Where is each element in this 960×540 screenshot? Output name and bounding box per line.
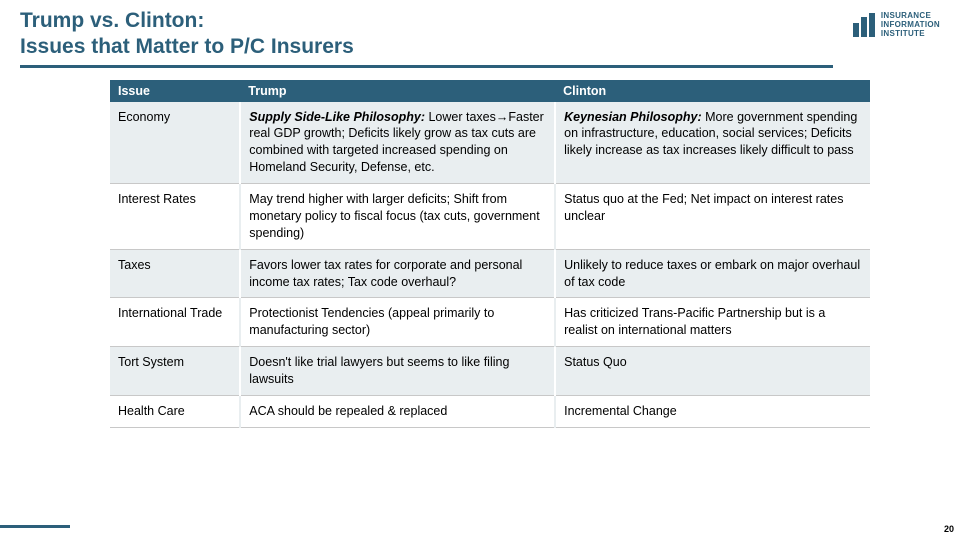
clinton-body: Status quo at the Fed; Net impact on int…	[564, 192, 843, 223]
cell-issue: Interest Rates	[110, 184, 240, 250]
page-number: 20	[944, 524, 954, 534]
comparison-table: Issue Trump Clinton EconomySupply Side-L…	[110, 80, 870, 428]
clinton-lead: Keynesian Philosophy:	[564, 110, 702, 124]
footer-accent-bar	[0, 525, 70, 528]
cell-clinton: Status quo at the Fed; Net impact on int…	[555, 184, 870, 250]
cell-issue: Economy	[110, 102, 240, 184]
table-body: EconomySupply Side-Like Philosophy: Lowe…	[110, 102, 870, 428]
table-row: Taxes Favors lower tax rates for corporat…	[110, 249, 870, 298]
clinton-body: Unlikely to reduce taxes or embark on ma…	[564, 258, 860, 289]
clinton-body: Incremental Change	[564, 404, 677, 418]
cell-clinton: Incremental Change	[555, 395, 870, 427]
table-row: Interest RatesMay trend higher with larg…	[110, 184, 870, 250]
cell-issue: Health Care	[110, 395, 240, 427]
cell-clinton: Status Quo	[555, 347, 870, 396]
cell-trump: Protectionist Tendencies (appeal primari…	[240, 298, 555, 347]
comparison-table-container: Issue Trump Clinton EconomySupply Side-L…	[0, 74, 960, 428]
cell-clinton: Keynesian Philosophy: More government sp…	[555, 102, 870, 184]
logo-text: INSURANCE INFORMATION INSTITUTE	[881, 12, 940, 38]
clinton-body: Status Quo	[564, 355, 627, 369]
title-line-1: Trump vs. Clinton:	[20, 9, 204, 32]
trump-body: May trend higher with larger deficits; S…	[249, 192, 539, 240]
trump-lead: Supply Side-Like Philosophy:	[249, 110, 425, 124]
cell-trump: Favors lower tax rates for corporate and…	[240, 249, 555, 298]
trump-body: Favors lower tax rates for corporate and…	[249, 258, 522, 289]
cell-trump: Doesn't like trial lawyers but seems to …	[240, 347, 555, 396]
table-header-row: Issue Trump Clinton	[110, 80, 870, 102]
cell-issue: International Trade	[110, 298, 240, 347]
slide-title: Trump vs. Clinton: Issues that Matter to…	[20, 8, 833, 68]
iii-logo: INSURANCE INFORMATION INSTITUTE	[853, 8, 940, 38]
trump-body: ACA should be repealed & replaced	[249, 404, 447, 418]
cell-trump: Supply Side-Like Philosophy: Lower taxes…	[240, 102, 555, 184]
cell-clinton: Has criticized Trans-Pacific Partnership…	[555, 298, 870, 347]
logo-bars-icon	[853, 13, 875, 37]
clinton-body: Has criticized Trans-Pacific Partnership…	[564, 306, 825, 337]
title-line-2: Issues that Matter to P/C Insurers	[20, 35, 354, 58]
table-row: EconomySupply Side-Like Philosophy: Lowe…	[110, 102, 870, 184]
header-trump: Trump	[240, 80, 555, 102]
cell-trump: May trend higher with larger deficits; S…	[240, 184, 555, 250]
header-clinton: Clinton	[555, 80, 870, 102]
table-row: Tort System Doesn't like trial lawyers bu…	[110, 347, 870, 396]
trump-body: Doesn't like trial lawyers but seems to …	[249, 355, 509, 386]
trump-body: Protectionist Tendencies (appeal primari…	[249, 306, 494, 337]
cell-clinton: Unlikely to reduce taxes or embark on ma…	[555, 249, 870, 298]
slide-header: Trump vs. Clinton: Issues that Matter to…	[0, 0, 960, 74]
cell-issue: Taxes	[110, 249, 240, 298]
table-row: International Trade Protectionist Tendenc…	[110, 298, 870, 347]
header-issue: Issue	[110, 80, 240, 102]
cell-issue: Tort System	[110, 347, 240, 396]
table-row: Health Care ACA should be repealed & repl…	[110, 395, 870, 427]
cell-trump: ACA should be repealed & replaced	[240, 395, 555, 427]
